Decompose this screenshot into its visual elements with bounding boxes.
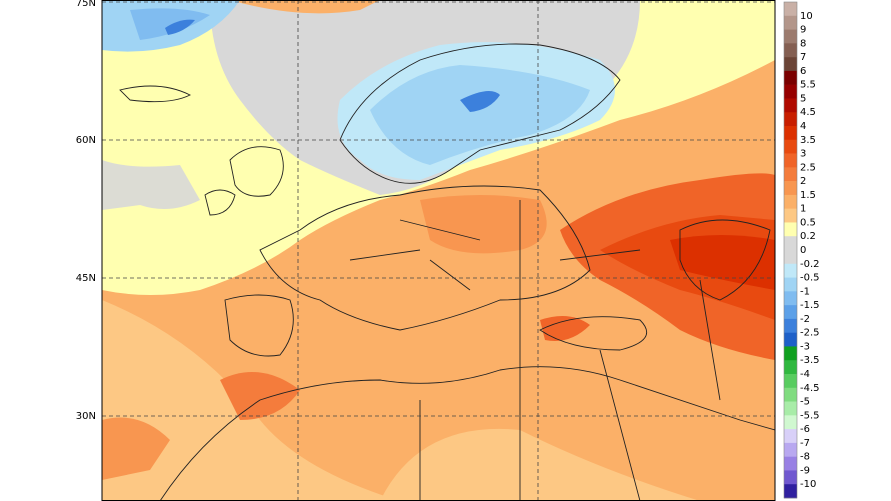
colorbar-label: -5: [800, 397, 810, 408]
colorbar-label: -2: [800, 314, 810, 325]
colorbar-swatch: [784, 456, 797, 471]
colorbar-label: 2.5: [800, 162, 816, 173]
colorbar-label: 4.5: [800, 107, 816, 118]
colorbar: 10 9 8 7 6 5.5 5 4.5 4 3.5 3 2.5 2 1.5 1 0.5 0.2 0 -0.2 -0.…: [783, 1, 820, 499]
colorbar-swatch: [784, 250, 797, 265]
colorbar-label: -7: [800, 438, 810, 449]
colorbar-swatch: [784, 208, 797, 223]
colorbar-swatch: [784, 70, 797, 85]
colorbar-label: -8: [800, 452, 810, 463]
colorbar-label: -9: [800, 465, 810, 476]
colorbar-label: 1: [800, 204, 806, 215]
colorbar-label: 3: [800, 149, 806, 160]
colorbar-label: -0.5: [800, 273, 820, 284]
colorbar-label: 2: [800, 176, 806, 187]
colorbar-label: 10: [800, 11, 813, 22]
colorbar-swatch: [784, 332, 797, 347]
colorbar-label: -10: [800, 479, 816, 490]
colorbar-swatch: [784, 43, 797, 58]
colorbar-swatch: [784, 112, 797, 127]
colorbar-swatch: [784, 318, 797, 333]
latitude-label: 60N: [76, 135, 96, 146]
colorbar-swatch: [784, 374, 797, 389]
colorbar-swatch: [784, 291, 797, 306]
colorbar-swatch: [784, 57, 797, 72]
colorbar-swatch: [784, 415, 797, 430]
colorbar-swatch: [784, 236, 797, 251]
graticule: [102, 0, 775, 501]
colorbar-label: -2.5: [800, 328, 820, 339]
colorbar-label: 4: [800, 121, 806, 132]
colorbar-swatch: [784, 194, 797, 209]
colorbar-label: -6: [800, 424, 810, 435]
colorbar-swatch: [784, 442, 797, 457]
colorbar-swatch: [784, 167, 797, 182]
colorbar-label: -3: [800, 341, 810, 352]
colorbar-swatch: [784, 126, 797, 141]
colorbar-label: 3.5: [800, 135, 816, 146]
colorbar-swatch: [784, 29, 797, 44]
colorbar-label: 6: [800, 66, 806, 77]
colorbar-label: -5.5: [800, 410, 820, 421]
colorbar-swatch: [784, 263, 797, 278]
map-field: [102, 0, 775, 501]
colorbar-label: -1: [800, 286, 810, 297]
colorbar-swatch: [784, 222, 797, 237]
latitude-label: 30N: [76, 411, 96, 422]
colorbar-swatch: [784, 153, 797, 168]
latitude-label: 75N: [76, 0, 96, 9]
colorbar-label: -3.5: [800, 355, 820, 366]
colorbar-label: 9: [800, 25, 806, 36]
colorbar-swatch: [784, 181, 797, 196]
colorbar-label: 0.2: [800, 231, 816, 242]
colorbar-swatch: [784, 346, 797, 361]
colorbar-label: 7: [800, 52, 806, 63]
colorbar-swatch: [784, 387, 797, 402]
colorbar-swatch: [784, 2, 797, 17]
colorbar-swatch: [784, 139, 797, 154]
colorbar-swatch: [784, 98, 797, 113]
colorbar-label: 1.5: [800, 190, 816, 201]
colorbar-swatch: [784, 429, 797, 444]
colorbar-swatch: [784, 15, 797, 30]
colorbar-swatch: [784, 277, 797, 292]
coastlines: [119, 43, 775, 501]
colorbar-swatch: [784, 401, 797, 416]
colorbar-label: 0: [800, 245, 806, 256]
colorbar-label: -4.5: [800, 383, 820, 394]
colorbar-label: 8: [800, 38, 806, 49]
colorbar-label: 5.5: [800, 80, 816, 91]
colorbar-swatch: [784, 484, 797, 499]
colorbar-label: -0.2: [800, 259, 820, 270]
colorbar-swatch: [784, 470, 797, 485]
colorbar-swatch: [784, 360, 797, 375]
colorbar-swatch: [784, 305, 797, 320]
colorbar-frame: [783, 1, 798, 499]
colorbar-label: 0.5: [800, 217, 816, 228]
colorbar-label: 5: [800, 93, 806, 104]
latitude-labels: 75N 60N 45N 30N: [76, 0, 96, 422]
colorbar-label: -1.5: [800, 300, 820, 311]
colorbar-label: -4: [800, 369, 810, 380]
colorbar-swatch: [784, 84, 797, 99]
latitude-label: 45N: [76, 273, 96, 284]
